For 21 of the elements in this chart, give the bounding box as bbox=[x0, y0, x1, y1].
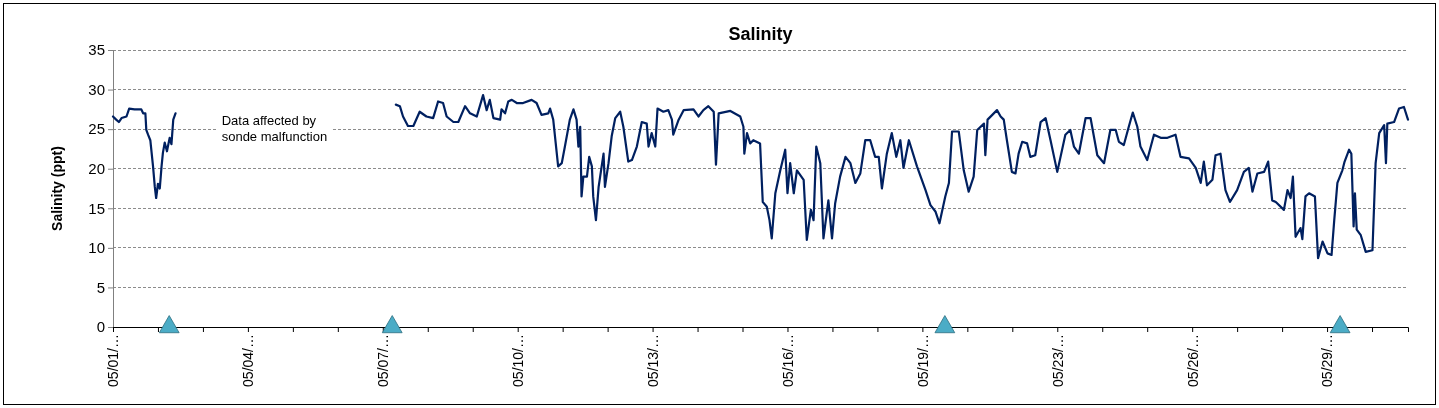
y-tick-label: 10 bbox=[88, 239, 105, 257]
y-tick-label: 35 bbox=[88, 41, 105, 59]
y-tick-label: 15 bbox=[88, 199, 105, 217]
x-tick-label: 05/04/… bbox=[240, 334, 257, 387]
chart-title: Salinity bbox=[728, 24, 793, 44]
annotation: Data affected by sonde malfunction bbox=[221, 112, 328, 144]
y-tick-label: 30 bbox=[88, 80, 105, 98]
x-tick-label: 05/16/… bbox=[779, 334, 796, 387]
x-tick-label: 05/29/… bbox=[1319, 334, 1336, 387]
y-tick-label: 20 bbox=[88, 160, 105, 178]
x-tick-label: 05/07/… bbox=[375, 334, 392, 387]
x-tick-label: 05/19/… bbox=[914, 334, 931, 387]
y-tick-label: 5 bbox=[96, 278, 105, 296]
x-tick-label: 05/23/… bbox=[1049, 334, 1066, 387]
x-tick-label: 05/26/… bbox=[1184, 334, 1201, 387]
y-tick-label: 25 bbox=[88, 120, 105, 138]
x-tick-label: 05/13/… bbox=[644, 334, 661, 387]
x-tick-label: 05/10/… bbox=[510, 334, 527, 387]
y-axis-title: Salinity (ppt) bbox=[49, 146, 65, 231]
y-tick-label: 0 bbox=[96, 318, 105, 336]
x-tick-label: 05/01/… bbox=[105, 334, 122, 387]
